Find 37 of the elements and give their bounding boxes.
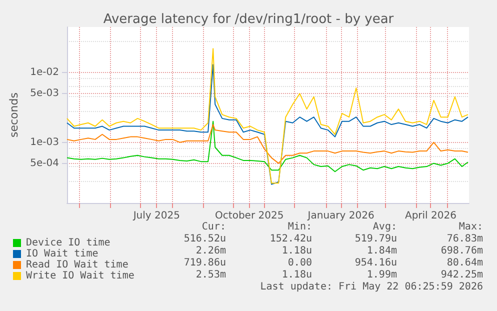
y-tick-label: 5e-03	[30, 88, 59, 100]
y-axis-title: seconds	[7, 92, 20, 138]
line-series	[66, 120, 468, 172]
x-tick-label: October 2025	[215, 210, 284, 222]
text: 2.53m	[196, 270, 226, 280]
text: Max:	[458, 222, 483, 232]
legend-label: IO Wait time	[26, 248, 98, 260]
text: Last update: Fri May 22 06:25:59 2026	[260, 282, 483, 292]
text: 1.18u	[282, 246, 312, 256]
x-tick-label: January 2026	[306, 210, 374, 222]
legend-label: Write IO Wait time	[26, 270, 134, 282]
text: 152.42u	[270, 234, 312, 244]
text: 954.16u	[354, 258, 397, 268]
text: 2.26m	[196, 246, 226, 256]
text: 1.84m	[366, 246, 397, 256]
text: 76.83m	[446, 234, 483, 244]
text: 1.18u	[282, 270, 312, 280]
text: 1.99m	[366, 270, 397, 280]
text: 942.25m	[440, 270, 483, 280]
legend-label: Device IO time	[26, 238, 110, 248]
text: 519.79u	[354, 234, 397, 244]
text: 516.52u	[184, 234, 226, 244]
text: Min:	[288, 222, 312, 232]
chart-title: Average latency for /dev/ring1/root - by year	[103, 12, 394, 27]
text: Avg:	[372, 222, 397, 232]
text: 80.64m	[446, 258, 483, 268]
text: 698.76m	[440, 246, 483, 256]
y-tick-label: 1e-03	[30, 136, 59, 148]
x-tick-label: April 2026	[404, 210, 456, 222]
text: Cur:	[202, 222, 226, 232]
x-tick-label: July 2025	[132, 210, 180, 222]
y-tick-label: 5e-04	[30, 158, 59, 169]
line-series	[66, 124, 468, 164]
legend-label: Read IO Wait time	[26, 260, 128, 270]
y-tick-label: 1e-02	[30, 67, 59, 78]
text: 719.86u	[184, 258, 226, 268]
text: 0.00	[288, 258, 312, 268]
